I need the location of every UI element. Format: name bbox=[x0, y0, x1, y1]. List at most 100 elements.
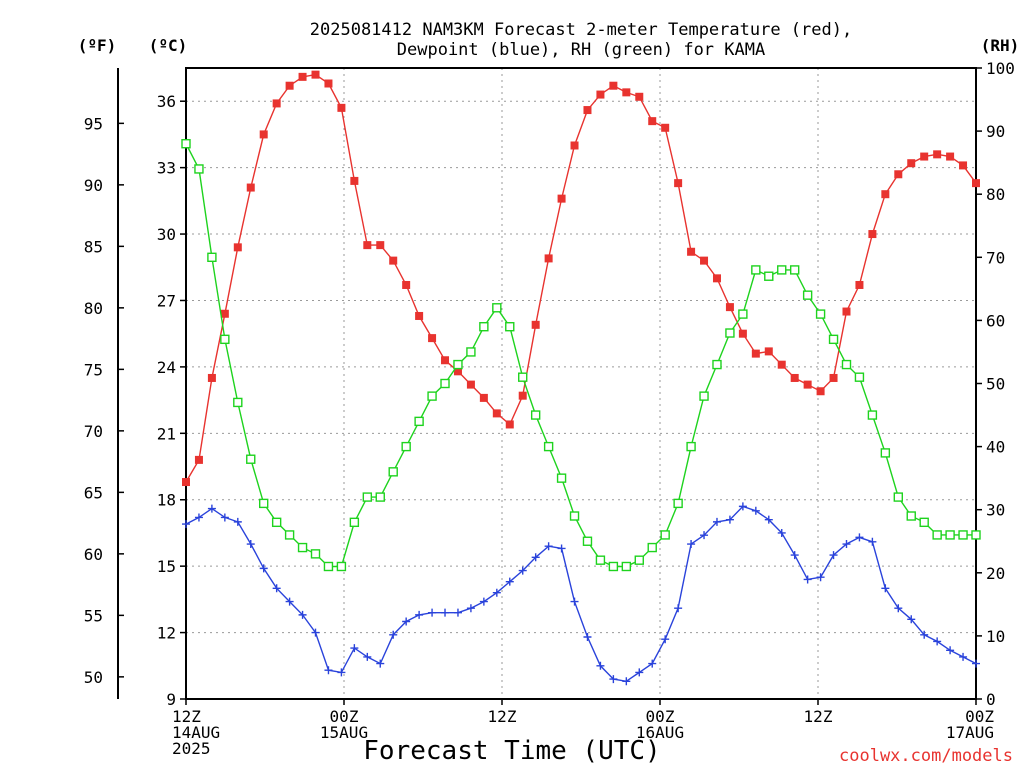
rh-tick-label: 60 bbox=[986, 311, 1005, 330]
rh-point bbox=[867, 410, 878, 420]
temperature-point bbox=[518, 391, 527, 400]
rh-point bbox=[194, 164, 204, 174]
rh-point bbox=[556, 473, 567, 483]
temperature-point bbox=[622, 88, 631, 97]
dewpoint-point bbox=[466, 604, 475, 613]
temperature-point bbox=[570, 141, 579, 150]
dewpoint-point bbox=[428, 608, 437, 617]
x-tick-label: 12Z bbox=[804, 707, 833, 726]
dewpoint-point bbox=[751, 506, 760, 515]
rh-point bbox=[932, 530, 942, 540]
dewpoint-point bbox=[415, 610, 424, 619]
rh-point bbox=[608, 561, 619, 572]
dewpoint-point bbox=[233, 517, 242, 526]
rh-point bbox=[906, 511, 916, 521]
fahrenheit-tick-label: 85 bbox=[84, 237, 103, 256]
rh-point bbox=[802, 290, 813, 300]
fahrenheit-tick-label: 55 bbox=[84, 606, 103, 625]
celsius-tick-label: 12 bbox=[157, 624, 176, 643]
temperature-point bbox=[596, 90, 605, 99]
rh-point bbox=[582, 536, 593, 546]
celsius-unit-label: (ºC) bbox=[149, 36, 188, 55]
rh-point bbox=[543, 441, 554, 452]
dewpoint-point bbox=[207, 504, 216, 513]
dewpoint-point bbox=[712, 517, 721, 526]
chart-title-line-2: Dewpoint (blue), RH (green) for KAMA bbox=[397, 40, 765, 60]
dewpoint-point bbox=[246, 540, 255, 549]
temperature-point bbox=[182, 478, 190, 487]
dewpoint-point bbox=[492, 588, 501, 597]
dewpoint-point bbox=[182, 520, 190, 529]
rh-tick-label: 100 bbox=[986, 59, 1015, 78]
temperature-point bbox=[700, 256, 709, 265]
celsius-tick-label: 36 bbox=[157, 92, 176, 111]
temperature-point bbox=[687, 247, 696, 256]
temperature-point bbox=[259, 130, 268, 139]
dewpoint-point bbox=[389, 630, 398, 639]
dewpoint-point bbox=[583, 633, 592, 642]
rh-point bbox=[349, 517, 360, 528]
rh-point bbox=[828, 334, 839, 345]
rh-point bbox=[958, 530, 968, 540]
rh-point bbox=[621, 561, 632, 572]
x-tick-label: 12Z bbox=[172, 707, 201, 726]
dewpoint-point bbox=[920, 630, 929, 639]
temperature-point bbox=[972, 179, 980, 188]
celsius-tick-label: 24 bbox=[157, 358, 176, 377]
temperature-point bbox=[492, 409, 501, 418]
dewpoint-point bbox=[661, 635, 670, 644]
dewpoint-point bbox=[635, 668, 644, 677]
dewpoint-point bbox=[505, 577, 514, 586]
fahrenheit-tick-label: 80 bbox=[84, 299, 103, 318]
rh-point bbox=[427, 391, 437, 401]
rh-point bbox=[271, 517, 282, 528]
dewpoint-point bbox=[363, 652, 372, 661]
dewpoint-point bbox=[959, 652, 968, 661]
rh-point bbox=[595, 555, 606, 565]
rh-point bbox=[815, 309, 826, 319]
temperature-point bbox=[350, 176, 359, 185]
dewpoint-point bbox=[816, 573, 825, 582]
fahrenheit-tick-label: 90 bbox=[84, 176, 103, 195]
rh-point bbox=[440, 378, 450, 389]
rh-point bbox=[233, 397, 243, 408]
temperature-point bbox=[441, 356, 450, 365]
rh-point bbox=[738, 309, 748, 319]
dewpoint-point bbox=[829, 551, 838, 560]
dewpoint-point bbox=[790, 551, 799, 560]
rh-tick-label: 30 bbox=[986, 501, 1005, 520]
dewpoint-point bbox=[725, 515, 734, 524]
temperature-point bbox=[389, 256, 398, 265]
rh-point bbox=[530, 410, 541, 420]
rh-point bbox=[841, 359, 852, 370]
temperature-point bbox=[842, 307, 851, 316]
rh-unit-label: (RH) bbox=[981, 36, 1020, 55]
temperature-point bbox=[207, 373, 216, 382]
x-tick-label: 00Z bbox=[330, 707, 359, 726]
rh-point bbox=[401, 441, 411, 452]
temperature-point bbox=[648, 117, 657, 126]
temperature-point bbox=[868, 230, 877, 239]
x-tick-label: 00Z bbox=[646, 707, 675, 726]
celsius-tick-label: 15 bbox=[157, 557, 176, 576]
dewpoint-point bbox=[881, 584, 890, 593]
fahrenheit-tick-label: 95 bbox=[84, 114, 103, 133]
gridlines bbox=[186, 68, 976, 699]
dewpoint-point bbox=[777, 528, 786, 537]
temperature-point bbox=[829, 373, 838, 382]
temperature-point bbox=[505, 420, 514, 429]
dewpoint-point bbox=[324, 666, 333, 675]
temperature-point bbox=[674, 179, 683, 188]
x-tick-label: 2025 bbox=[172, 739, 211, 758]
temperature-point bbox=[557, 194, 566, 203]
rh-point bbox=[492, 303, 502, 313]
rh-point bbox=[336, 561, 347, 572]
temperature-point bbox=[881, 190, 890, 199]
rh-point bbox=[789, 265, 800, 275]
temperature-series-line bbox=[185, 73, 977, 483]
rh-point bbox=[259, 498, 269, 509]
temperature-point bbox=[933, 150, 942, 159]
temperature-point bbox=[790, 373, 799, 382]
rh-point bbox=[466, 347, 476, 357]
rh-point bbox=[764, 271, 774, 281]
